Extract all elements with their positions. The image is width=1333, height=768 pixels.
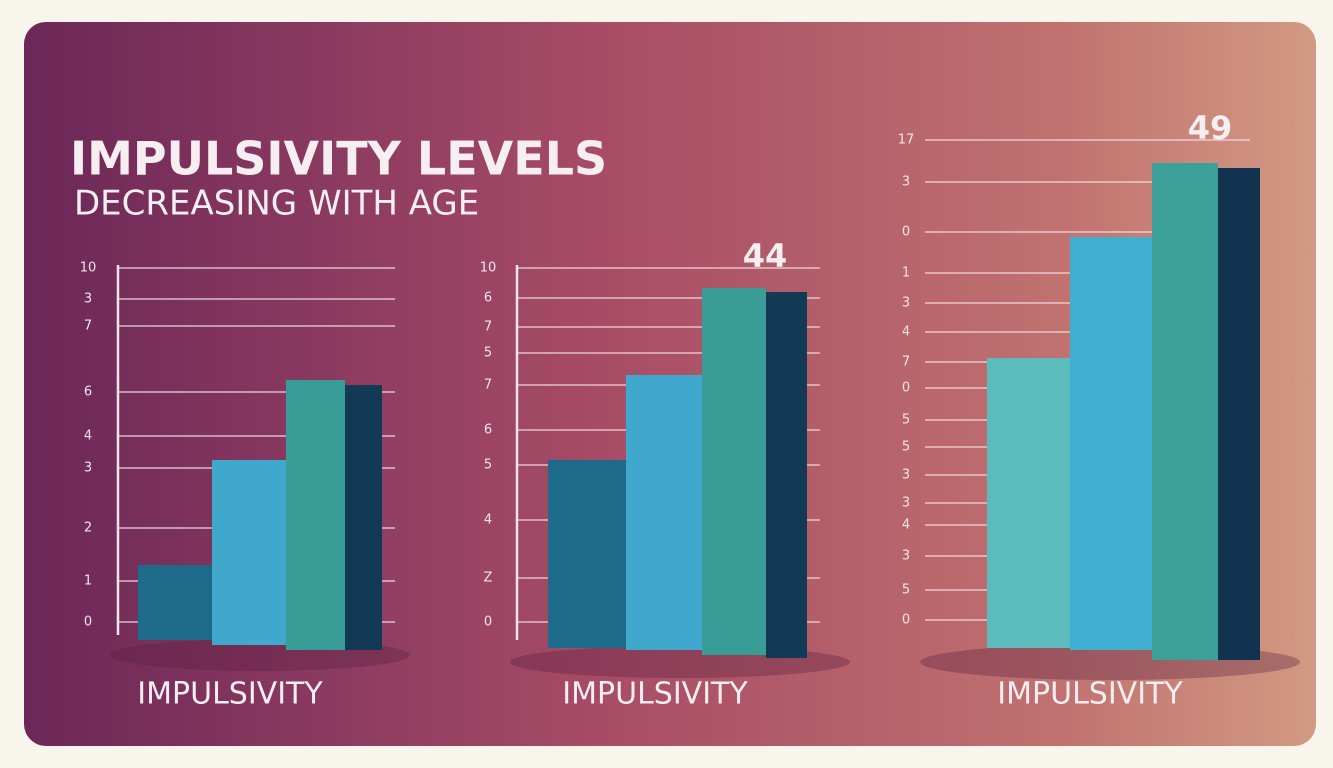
tick-label: 0 (84, 615, 92, 630)
tick-label: 1 (902, 266, 910, 281)
panel-label: IMPULSIVITY (137, 677, 323, 712)
bar (138, 565, 212, 640)
tick-label: 7 (484, 320, 492, 335)
panel-label: IMPULSIVITY (562, 677, 748, 712)
tick-label: 5 (484, 458, 492, 473)
tick-label: 4 (902, 325, 910, 340)
tick-label: 0 (902, 613, 910, 628)
subtitle: DECREASING WITH AGE (74, 184, 479, 224)
tick-label: 6 (484, 291, 492, 306)
tick-label: 3 (902, 496, 910, 511)
tick-label: 1 (84, 574, 92, 589)
bar (548, 460, 626, 648)
tick-label: 17 (898, 133, 915, 148)
tick-label: 4 (902, 518, 910, 533)
panel-label: IMPULSIVITY (997, 677, 1183, 712)
tick-label: 3 (902, 549, 910, 564)
tick-label: 7 (84, 319, 92, 334)
bar (626, 375, 702, 650)
tick-label: 7 (484, 378, 492, 393)
bar (1218, 168, 1260, 660)
tick-label: 10 (80, 261, 97, 276)
tick-label: 4 (484, 513, 492, 528)
tick-label: 5 (902, 440, 910, 455)
tick-label: 3 (84, 292, 92, 307)
tick-label: 5 (902, 583, 910, 598)
tick-label: 0 (484, 615, 492, 630)
tick-label: 3 (902, 175, 910, 190)
bar (345, 385, 382, 650)
bar (212, 460, 286, 645)
tick-label: 3 (902, 296, 910, 311)
tick-label: Z (484, 571, 493, 586)
bar (1152, 163, 1218, 660)
bar (702, 288, 766, 655)
tick-label: 5 (902, 413, 910, 428)
tick-label: 3 (902, 468, 910, 483)
value-label: 49 (1188, 109, 1233, 147)
tick-label: 10 (480, 261, 497, 276)
tick-label: 6 (484, 423, 492, 438)
bar (286, 380, 345, 650)
bar (1070, 237, 1152, 650)
tick-label: 7 (902, 355, 910, 370)
value-label: 44 (743, 237, 788, 275)
tick-label: 3 (84, 461, 92, 476)
tick-label: 2 (84, 521, 92, 536)
bar (987, 358, 1070, 648)
tick-label: 6 (84, 385, 92, 400)
bar (766, 292, 807, 658)
tick-label: 0 (902, 225, 910, 240)
tick-label: 0 (902, 381, 910, 396)
tick-label: 4 (84, 429, 92, 444)
tick-label: 5 (484, 346, 492, 361)
title: IMPULSIVITY LEVELS (70, 132, 607, 186)
